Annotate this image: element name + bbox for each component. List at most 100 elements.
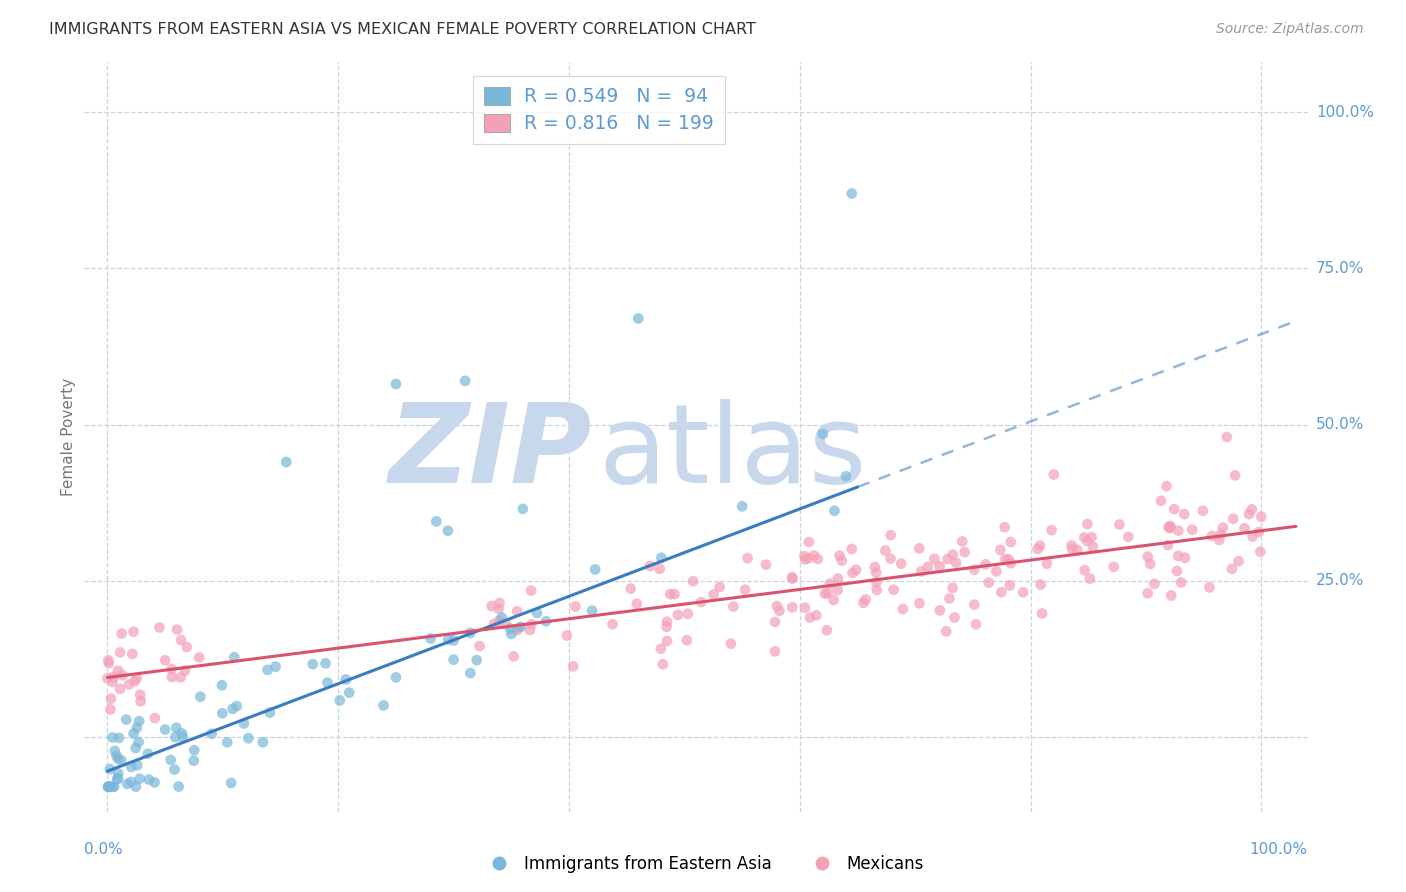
Point [103,670,125,684]
Point [121,647,143,661]
Point [828,549,851,563]
Legend: Immigrants from Eastern Asia, Mexicans: Immigrants from Eastern Asia, Mexicans [475,848,931,880]
Point [794,600,817,615]
Point [107,664,129,678]
Point [488,596,510,610]
Point [115,713,138,727]
Point [1076,534,1098,549]
Point [731,500,754,514]
Point [797,551,820,566]
Point [1081,540,1104,554]
Point [219,776,242,790]
Point [935,624,957,639]
Point [734,582,756,597]
Point [105,772,128,787]
Point [256,663,278,677]
Point [794,552,817,566]
Point [1198,581,1220,595]
Point [1222,512,1244,526]
Point [488,614,510,628]
Point [108,681,131,696]
Point [709,580,731,594]
Point [520,617,543,632]
Point [564,599,586,614]
Point [110,753,132,767]
Point [638,558,661,573]
Point [998,578,1021,592]
Text: 50.0%: 50.0% [1316,417,1364,432]
Point [1233,521,1256,535]
Point [127,758,149,772]
Point [165,721,187,735]
Point [883,582,905,597]
Point [222,702,245,716]
Point [211,706,233,721]
Point [866,582,889,597]
Point [620,582,643,596]
Point [98,702,121,716]
Point [1212,521,1234,535]
Point [148,620,170,634]
Point [100,691,122,706]
Point [666,607,689,622]
Text: 100.0%: 100.0% [1316,105,1374,120]
Point [301,657,323,672]
Point [128,772,150,786]
Point [97,653,120,667]
Point [176,640,198,654]
Point [1192,504,1215,518]
Point [1136,549,1159,564]
Point [924,551,946,566]
Point [107,766,129,780]
Point [827,572,849,586]
Point [723,599,745,614]
Point [458,626,481,640]
Point [329,693,352,707]
Point [1102,559,1125,574]
Point [1073,531,1095,545]
Point [818,576,841,591]
Point [190,690,212,704]
Point [1139,557,1161,571]
Point [1156,479,1178,493]
Point [1000,535,1022,549]
Point [1208,533,1230,547]
Point [1108,517,1130,532]
Point [1170,575,1192,590]
Point [963,563,986,577]
Point [169,670,191,684]
Point [865,566,887,580]
Point [943,610,966,624]
Point [165,730,187,744]
Point [823,504,845,518]
Point [1076,516,1098,531]
Point [225,699,247,714]
Point [965,617,987,632]
Point [454,374,477,388]
Point [835,469,858,483]
Point [443,633,465,648]
Point [98,780,121,794]
Point [990,585,1012,599]
Point [942,581,965,595]
Point [782,600,804,615]
Point [107,752,129,766]
Point [172,730,194,744]
Point [128,714,150,728]
Point [1223,468,1246,483]
Point [890,557,912,571]
Point [174,664,197,678]
Point [499,622,522,636]
Point [443,653,465,667]
Point [232,716,254,731]
Point [797,535,820,549]
Point [650,641,672,656]
Point [1150,493,1173,508]
Point [159,753,181,767]
Point [419,632,441,646]
Point [1062,542,1084,557]
Point [101,780,124,794]
Point [138,772,160,787]
Point [315,657,337,671]
Point [977,575,1000,590]
